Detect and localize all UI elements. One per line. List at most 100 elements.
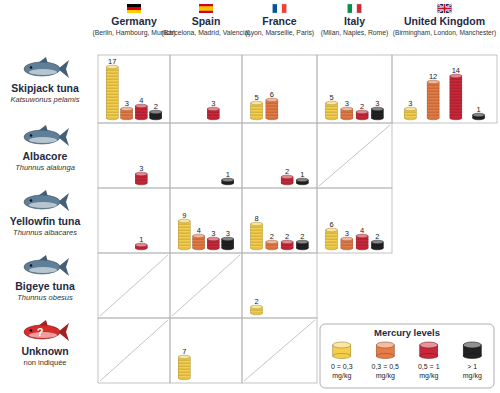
data-label: 1 — [477, 105, 481, 114]
can — [356, 239, 368, 242]
can — [404, 115, 416, 118]
can-top — [121, 107, 133, 111]
can-top — [341, 237, 353, 241]
fish-belly — [29, 202, 57, 208]
can — [106, 109, 118, 112]
no-data-slash — [172, 255, 240, 316]
column-cities: (Birmingham, London, Manchester) — [393, 29, 496, 37]
can — [341, 242, 353, 245]
can-stack — [281, 240, 293, 250]
can-top — [326, 228, 338, 232]
flag-stripe — [127, 4, 141, 7]
data-label: 2 — [300, 232, 304, 241]
row-latin: non indiquée — [24, 358, 67, 367]
can — [450, 112, 462, 115]
can-top — [266, 98, 278, 102]
can — [106, 115, 118, 118]
legend-icon — [333, 342, 351, 359]
data-label: 2 — [360, 102, 364, 111]
can-stack — [473, 113, 485, 120]
can — [121, 115, 133, 118]
can — [178, 363, 190, 366]
can-stack — [207, 237, 219, 250]
can — [427, 109, 439, 112]
legend: Mercury levels0 = 0,3mg/kg0,3 = 0,5mg/kg… — [320, 324, 494, 388]
can — [106, 70, 118, 73]
can-top — [207, 107, 219, 111]
legend-label-line: 0,5 = 1 — [418, 363, 440, 370]
can — [222, 242, 234, 245]
cell — [170, 318, 242, 383]
legend-label-line: mg/kg — [419, 372, 438, 380]
can-top — [371, 107, 383, 111]
can — [450, 115, 462, 118]
can-stack — [135, 243, 147, 250]
can-stack — [404, 107, 416, 120]
can-stack — [106, 65, 118, 120]
row-latin: Thunnus alalunga — [15, 163, 75, 172]
can — [450, 100, 462, 103]
row-name: Skipjack tuna — [11, 82, 79, 94]
can — [106, 88, 118, 91]
can-top — [281, 240, 293, 244]
data-label: 2 — [270, 232, 274, 241]
can — [106, 94, 118, 97]
flag-cross — [438, 4, 452, 13]
can — [106, 91, 118, 94]
can — [193, 245, 205, 248]
data-label: 8 — [255, 214, 259, 223]
flag-border — [348, 4, 362, 13]
data-label: 4 — [197, 226, 201, 235]
can — [150, 115, 162, 118]
can — [427, 106, 439, 109]
can-stack — [281, 175, 293, 185]
fish-icon — [24, 255, 69, 276]
data-label: 2 — [285, 167, 289, 176]
can — [450, 106, 462, 109]
can — [450, 103, 462, 106]
fish-icon — [24, 190, 69, 211]
can — [178, 239, 190, 242]
can — [450, 97, 462, 100]
data-label: 2 — [255, 297, 259, 306]
can-stack — [251, 305, 263, 315]
data-label: 9 — [182, 211, 186, 220]
can-stack — [251, 222, 263, 250]
legend-label-line: > 1 — [467, 363, 477, 370]
fish-eye — [30, 134, 33, 137]
can — [326, 239, 338, 242]
legend-label-line: 0,3 = 0,5 — [372, 363, 400, 370]
can-stack — [427, 80, 439, 120]
row-name: Albacore — [23, 150, 68, 162]
data-label: 5 — [255, 93, 259, 102]
legend-box — [320, 324, 494, 388]
can — [106, 79, 118, 82]
cell — [98, 188, 170, 253]
can — [326, 115, 338, 118]
legend-can-bottom — [333, 354, 351, 359]
can — [427, 97, 439, 100]
flag-cross — [438, 4, 452, 13]
data-label: 4 — [139, 96, 143, 105]
can-stack — [296, 178, 308, 185]
can — [450, 91, 462, 94]
can-stack — [135, 104, 147, 120]
legend-can-bottom — [463, 354, 481, 359]
flag-cross — [438, 4, 452, 13]
marks — [106, 65, 484, 380]
can — [207, 245, 219, 248]
can — [106, 97, 118, 100]
can — [207, 242, 219, 245]
can-top — [193, 234, 205, 238]
can — [135, 115, 147, 118]
flag-stripe — [277, 4, 282, 13]
column-name: Spain — [192, 15, 221, 27]
can — [178, 245, 190, 248]
legend-can-top — [420, 342, 438, 348]
can-stack — [207, 107, 219, 120]
can — [178, 360, 190, 363]
legend-title: Mercury levels — [374, 327, 440, 338]
can — [178, 227, 190, 230]
can-stack — [326, 228, 338, 250]
column-cities: (Lyon, Marseille, Paris) — [245, 29, 314, 37]
